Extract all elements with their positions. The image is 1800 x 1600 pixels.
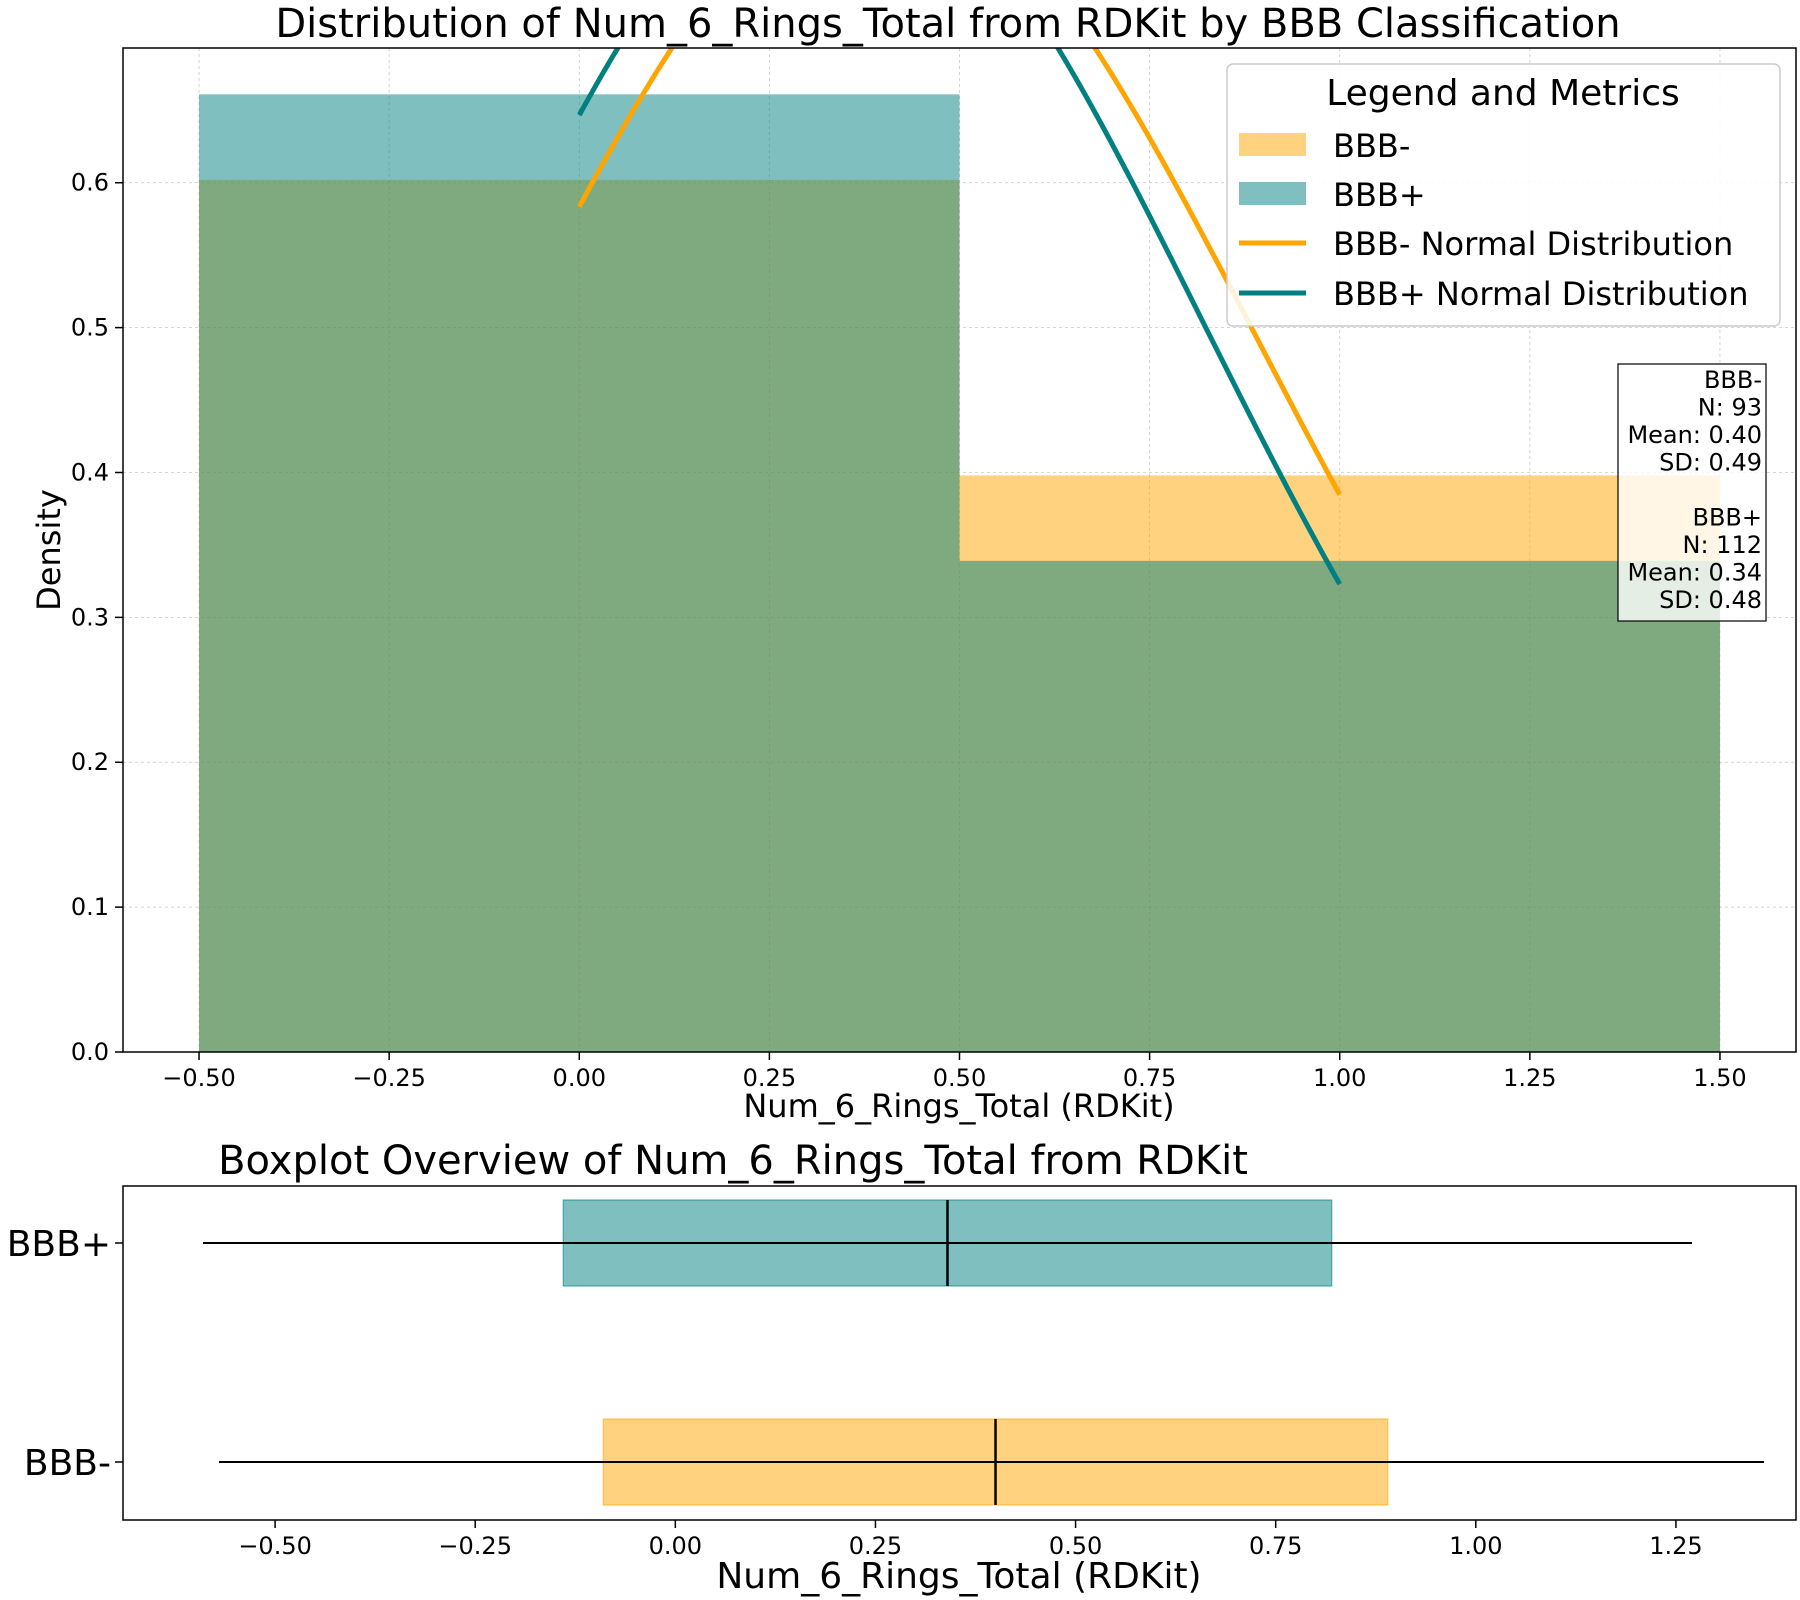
- metrics-line: Mean: 0.34: [1627, 559, 1762, 587]
- metrics-line: BBB+: [1692, 504, 1762, 532]
- hist-bar-bbb-plus: [959, 560, 1720, 1052]
- histogram-x-ticks: −0.50 −0.25 0.00 0.25 0.50 0.75 1.00 1.25 1.50: [162, 1052, 1747, 1092]
- histogram-bars: [199, 94, 1720, 1053]
- x-tick-label: 0.75: [1249, 1532, 1302, 1560]
- x-tick-label: 1.25: [1649, 1532, 1702, 1560]
- legend-label-bbb-plus-normal: BBB+ Normal Distribution: [1333, 275, 1748, 313]
- metrics-line: SD: 0.48: [1659, 586, 1762, 614]
- boxplot-y-ticks: BBB+ BBB-: [7, 1224, 123, 1484]
- x-tick-label: 0.00: [649, 1532, 702, 1560]
- legend: Legend and Metrics BBB- BBB+ BBB- Normal…: [1226, 63, 1781, 327]
- boxplot-plot-frame: [122, 1185, 1797, 1521]
- legend-label-bbb-minus: BBB-: [1333, 127, 1410, 165]
- histogram-x-axis-label: Num_6_Rings_Total (RDKit): [743, 1087, 1174, 1125]
- boxplot-x-axis-label: Num_6_Rings_Total (RDKit): [716, 1556, 1201, 1597]
- metrics-line: N: 112: [1683, 531, 1762, 559]
- y-tick-label: 0.4: [71, 458, 109, 486]
- metrics-line: BBB-: [1704, 366, 1762, 394]
- y-tick-label: 0.0: [71, 1038, 109, 1066]
- x-tick-label: 1.25: [1503, 1064, 1556, 1092]
- y-tick-label: 0.3: [71, 603, 109, 631]
- normal-curves: [577, 48, 1342, 586]
- y-tick-label: 0.5: [71, 314, 109, 342]
- metrics-line: N: 93: [1698, 394, 1762, 422]
- normal-curve-bbb-plus: [577, 48, 1342, 586]
- hist-bar-bbb-plus: [199, 94, 960, 1053]
- boxplot-panel: Boxplot Overview of Num_6_Rings_Total fr…: [7, 1138, 1797, 1597]
- boxplot-boxes: [203, 1199, 1764, 1506]
- y-tick-label: 0.1: [71, 893, 109, 921]
- metrics-box: [1617, 363, 1767, 622]
- histogram-y-axis-label: Density: [30, 489, 68, 611]
- y-tick-label: 0.2: [71, 748, 109, 776]
- legend-swatch-bbb-plus: [1239, 182, 1306, 205]
- histogram-panel: Distribution of Num_6_Rings_Total from R…: [30, 1, 1797, 1125]
- x-tick-label: 0.50: [1049, 1532, 1102, 1560]
- x-tick-label: −0.25: [438, 1532, 512, 1560]
- legend-swatch-bbb-minus: [1239, 133, 1306, 156]
- x-tick-label: 1.50: [1693, 1064, 1746, 1092]
- normal-curve-bbb-minus: [577, 48, 1342, 496]
- x-tick-label: 0.25: [849, 1532, 902, 1560]
- x-tick-label: 0.00: [553, 1064, 606, 1092]
- x-tick-label: −0.25: [352, 1064, 426, 1092]
- legend-frame: [1226, 63, 1781, 327]
- x-tick-label: 1.00: [1449, 1532, 1502, 1560]
- legend-title: Legend and Metrics: [1326, 73, 1680, 114]
- x-tick-label: 0.75: [1123, 1064, 1176, 1092]
- x-tick-label: −0.50: [238, 1532, 312, 1560]
- boxplot-x-ticks: −0.50 −0.25 0.00 0.25 0.50 0.75 1.00 1.25: [238, 1520, 1703, 1560]
- legend-label-bbb-plus: BBB+: [1333, 176, 1426, 214]
- x-tick-label: −0.50: [162, 1064, 236, 1092]
- y-tick-label: BBB-: [24, 1443, 111, 1484]
- histogram-y-ticks: 0.0 0.1 0.2 0.3 0.4 0.5 0.6: [71, 169, 123, 1066]
- x-tick-label: 0.25: [743, 1064, 796, 1092]
- metrics-line: Mean: 0.40: [1627, 421, 1762, 449]
- histogram-title: Distribution of Num_6_Rings_Total from R…: [275, 1, 1620, 47]
- legend-label-bbb-minus-normal: BBB- Normal Distribution: [1333, 225, 1733, 263]
- x-tick-label: 1.00: [1313, 1064, 1366, 1092]
- x-tick-label: 0.50: [933, 1064, 986, 1092]
- metrics-line: SD: 0.49: [1659, 449, 1762, 477]
- boxplot-title: Boxplot Overview of Num_6_Rings_Total fr…: [218, 1138, 1248, 1184]
- y-tick-label: 0.6: [71, 169, 109, 197]
- y-tick-label: BBB+: [7, 1224, 111, 1265]
